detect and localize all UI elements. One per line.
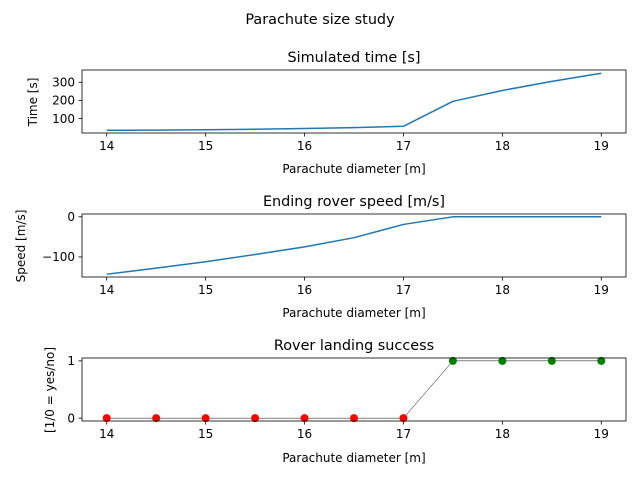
x-tick-label: 18 bbox=[495, 283, 510, 297]
y-tick-label: 1 bbox=[67, 354, 75, 368]
x-tick-label: 16 bbox=[297, 283, 312, 297]
y-tick-label: 0 bbox=[67, 411, 75, 425]
x-tick-label: 19 bbox=[594, 283, 609, 297]
panel-2-title: Ending rover speed [m/s] bbox=[263, 194, 445, 210]
x-tick-label: 14 bbox=[99, 427, 114, 441]
panel-2-xlabel: Parachute diameter [m] bbox=[282, 306, 425, 320]
y-tick-label: 200 bbox=[52, 94, 75, 108]
panel-simulated-time: Simulated time [s] Time [s] Parachute di… bbox=[26, 50, 627, 176]
y-tick-label: 100 bbox=[52, 112, 75, 126]
data-point bbox=[102, 414, 111, 423]
panel-3-ticks: 14 15 16 17 18 19 0 1 bbox=[67, 354, 609, 441]
panel-3-title: Rover landing success bbox=[274, 338, 434, 354]
x-tick-label: 17 bbox=[396, 427, 411, 441]
data-point bbox=[399, 414, 408, 423]
x-tick-label: 16 bbox=[297, 427, 312, 441]
data-point bbox=[152, 414, 161, 423]
panel-ending-speed: Ending rover speed [m/s] Speed [m/s] Par… bbox=[14, 194, 627, 320]
x-tick-label: 15 bbox=[198, 139, 213, 153]
y-tick-label: 0 bbox=[67, 210, 75, 224]
x-tick-label: 16 bbox=[297, 139, 312, 153]
y-tick-label: −100 bbox=[42, 250, 75, 264]
x-tick-label: 17 bbox=[396, 139, 411, 153]
panel-3-marks bbox=[102, 356, 606, 423]
panel-1-axes-frame bbox=[81, 69, 627, 134]
data-point bbox=[350, 414, 358, 423]
x-tick-label: 14 bbox=[99, 283, 114, 297]
panel-1-xlabel: Parachute diameter [m] bbox=[282, 162, 425, 176]
series-line bbox=[106, 216, 602, 275]
x-tick-label: 19 bbox=[594, 427, 609, 441]
x-tick-label: 18 bbox=[495, 427, 510, 441]
x-tick-label: 15 bbox=[198, 283, 213, 297]
data-point bbox=[300, 414, 309, 423]
data-point bbox=[448, 356, 457, 365]
panel-3-ylabel: [1/0 = yes/no] bbox=[43, 347, 57, 433]
x-tick-label: 17 bbox=[396, 283, 411, 297]
series-line bbox=[106, 72, 602, 132]
data-point bbox=[547, 356, 556, 365]
panel-1-marks bbox=[106, 72, 602, 132]
data-point bbox=[498, 356, 507, 365]
x-tick-label: 14 bbox=[99, 139, 114, 153]
x-tick-label: 19 bbox=[594, 139, 609, 153]
panel-2-axes-frame bbox=[81, 213, 627, 278]
panel-1-ticks: 14 15 16 17 18 19 100 200 300 bbox=[52, 76, 609, 153]
data-point bbox=[597, 356, 606, 365]
panel-1-title: Simulated time [s] bbox=[287, 50, 420, 66]
series-connector-line bbox=[106, 360, 602, 419]
x-tick-label: 18 bbox=[495, 139, 510, 153]
panel-2-ticks: 14 15 16 17 18 19 −100 0 bbox=[42, 210, 609, 297]
panel-3-axes-frame bbox=[81, 357, 627, 422]
x-tick-label: 15 bbox=[198, 427, 213, 441]
panel-2-marks bbox=[106, 216, 602, 275]
data-point bbox=[251, 414, 260, 423]
y-tick-label: 300 bbox=[52, 76, 75, 90]
panel-2-ylabel: Speed [m/s] bbox=[14, 210, 28, 283]
panel-1-ylabel: Time [s] bbox=[26, 78, 40, 128]
data-point bbox=[201, 414, 210, 423]
panel-3-xlabel: Parachute diameter [m] bbox=[282, 451, 425, 465]
figure-suptitle: Parachute size study bbox=[245, 12, 395, 28]
panel-landing-success: Rover landing success [1/0 = yes/no] Par… bbox=[43, 338, 627, 465]
